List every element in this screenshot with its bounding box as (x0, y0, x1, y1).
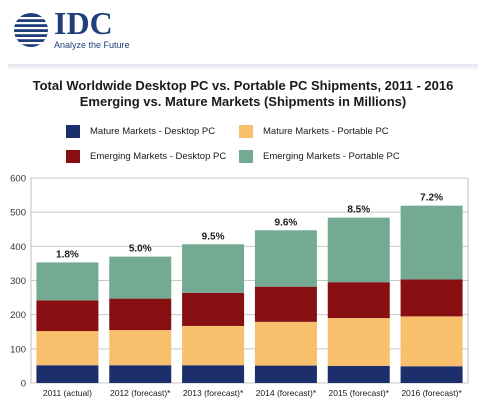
bar-segment (327, 282, 390, 319)
bar-segment (400, 205, 463, 280)
y-tick-label: 200 (10, 310, 26, 321)
bar-segment (109, 256, 172, 299)
legend-label: Mature Markets - Portable PC (263, 125, 389, 137)
y-tick-label: 0 (21, 379, 26, 390)
bar-segment (327, 365, 390, 383)
bar-segment (400, 279, 463, 317)
x-tick-label: 2011 (actual) (43, 388, 92, 398)
legend-item-emerging-desktop: Emerging Markets - Desktop PC (66, 149, 226, 163)
y-tick-label: 100 (10, 344, 26, 355)
chart-legend: Mature Markets - Desktop PC Mature Marke… (0, 124, 486, 164)
bar-segment (109, 298, 172, 331)
y-tick-label: 500 (10, 208, 26, 219)
x-tick-label: 2012 (forecast)* (110, 388, 171, 398)
bar-growth-label: 9.5% (202, 231, 225, 242)
stacked-bar-chart: 0 100 200 300 400 500 600 1.8% 2011 (actual) 5.0%… (10, 174, 469, 398)
bar-segment (182, 325, 245, 366)
bar-segment (109, 365, 172, 383)
bar-segment (327, 217, 390, 283)
bar-segment (400, 366, 463, 383)
header-divider (8, 64, 478, 69)
legend-item-mature-desktop: Mature Markets - Desktop PC (66, 124, 215, 138)
legend-swatch (239, 124, 253, 138)
globe-icon (14, 13, 48, 47)
bar-segment (36, 300, 99, 332)
bar-segment (254, 230, 317, 287)
y-tick-label: 400 (10, 242, 26, 253)
legend-label: Mature Markets - Desktop PC (90, 125, 216, 137)
bar-growth-label: 7.2% (420, 193, 443, 204)
legend-swatch (66, 149, 80, 163)
legend-label: Emerging Markets - Desktop PC (90, 150, 227, 162)
bar-segment (109, 330, 172, 366)
chart-subtitle: Emerging vs. Mature Markets (Shipments i… (79, 94, 407, 109)
bar-growth-label: 9.6% (275, 217, 298, 228)
bar-growth-label: 8.5% (347, 205, 370, 216)
x-tick-label: 2016 (forecast)* (401, 388, 462, 398)
bar-segment (36, 331, 99, 366)
bar-segment (36, 365, 99, 383)
chart-title: Total Worldwide Desktop PC vs. Portable … (32, 78, 454, 93)
y-tick-label: 300 (10, 276, 26, 287)
legend-item-emerging-portable: Emerging Markets - Portable PC (239, 149, 400, 163)
bar-segment (36, 262, 99, 301)
idc-logo: IDC Analyze the Future (12, 5, 152, 53)
legend-swatch (239, 149, 253, 163)
x-tick-label: 2013 (forecast)* (183, 388, 244, 398)
bar-growth-label: 1.8% (56, 249, 79, 260)
bar-segment (182, 365, 245, 383)
legend-item-mature-portable: Mature Markets - Portable PC (239, 124, 389, 138)
bar-segment (327, 318, 390, 366)
x-tick-label: 2014 (forecast)* (256, 388, 317, 398)
bar-segment (400, 316, 463, 367)
bar-segment (254, 321, 317, 366)
logo-wordmark: IDC (54, 5, 113, 41)
y-tick-label: 600 (10, 174, 26, 185)
bar-segment (182, 244, 245, 293)
bar-segment (182, 292, 245, 326)
bar-segment (254, 286, 317, 322)
legend-swatch (66, 124, 80, 138)
chart-title-block: Total Worldwide Desktop PC vs. Portable … (0, 78, 486, 110)
x-tick-label: 2015 (forecast)* (329, 388, 390, 398)
header: IDC Analyze the Future (0, 0, 486, 64)
logo-tagline: Analyze the Future (54, 40, 130, 50)
bar-segment (254, 365, 317, 383)
bar-growth-label: 5.0% (129, 244, 152, 255)
legend-label: Emerging Markets - Portable PC (263, 150, 400, 162)
